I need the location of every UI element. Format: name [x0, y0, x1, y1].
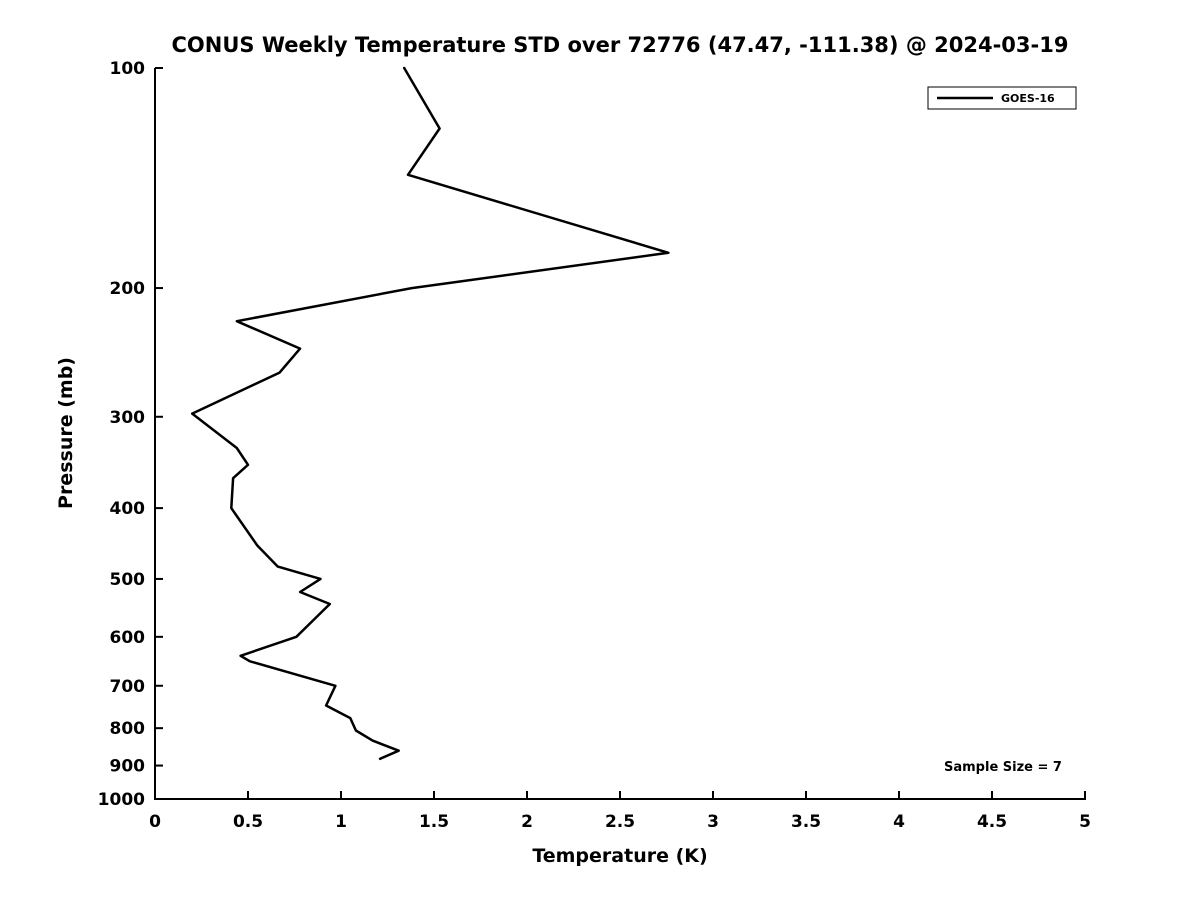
y-axis-ticks: 100 200 300 400 500 600 700 800 900 1000 [98, 59, 163, 810]
sample-size-annotation: Sample Size = 7 [944, 760, 1062, 775]
y-tick-label: 700 [110, 677, 146, 697]
y-axis-label: Pressure (mb) [55, 357, 77, 509]
x-tick-label: 1 [335, 812, 347, 832]
y-tick-label: 200 [110, 279, 146, 299]
x-tick-label: 1.5 [419, 812, 449, 832]
x-tick-label: 0.5 [233, 812, 263, 832]
legend-box [927, 86, 1077, 110]
x-tick-label: 2.5 [605, 812, 635, 832]
y-tick-label: 600 [110, 628, 146, 648]
x-tick-label: 3 [707, 812, 719, 832]
y-tick-label: 900 [110, 757, 146, 777]
chart-title: CONUS Weekly Temperature STD over 72776 … [172, 33, 1069, 57]
y-tick-label: 400 [110, 499, 146, 519]
y-tick-label: 800 [110, 719, 146, 739]
x-tick-label: 2 [521, 812, 533, 832]
legend: GOES-16 [927, 86, 1077, 110]
y-tick-label: 1000 [98, 790, 145, 810]
goes16-data-line [190, 66, 670, 761]
x-tick-label: 5 [1079, 812, 1091, 832]
legend-entry-label: GOES-16 [1001, 92, 1055, 105]
x-axis-ticks: 0 0.5 1 1.5 2 2.5 3 3.5 4 4.5 5 [149, 791, 1091, 832]
x-tick-label: 4.5 [977, 812, 1007, 832]
y-tick-label: 500 [110, 570, 146, 590]
x-axis-label: Temperature (K) [532, 845, 707, 867]
y-tick-label: 300 [110, 408, 146, 428]
x-tick-label: 0 [149, 812, 161, 832]
x-tick-label: 4 [893, 812, 905, 832]
y-tick-label: 100 [110, 59, 146, 79]
x-tick-label: 3.5 [791, 812, 821, 832]
